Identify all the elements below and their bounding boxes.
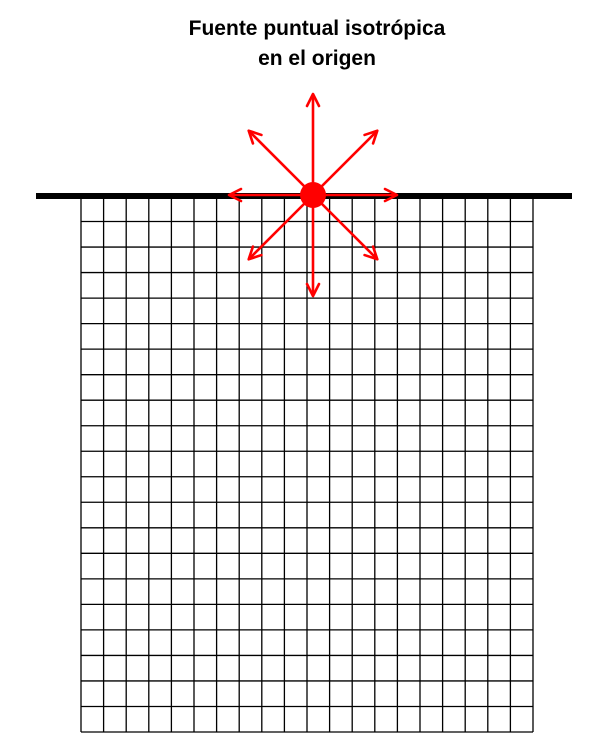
red-dot-icon — [300, 182, 326, 208]
radiation-arrows — [227, 92, 399, 298]
arrow-icon — [247, 194, 314, 261]
grid — [80, 196, 534, 733]
title-line-1: Fuente puntual isotrópica — [188, 17, 446, 40]
arrow-icon — [247, 129, 314, 196]
title-line-2: en el origen — [258, 47, 376, 70]
arrow-icon — [312, 129, 379, 196]
diagram-title: Fuente puntual isotrópica en el origen — [0, 14, 610, 74]
arrow-icon — [312, 194, 379, 261]
